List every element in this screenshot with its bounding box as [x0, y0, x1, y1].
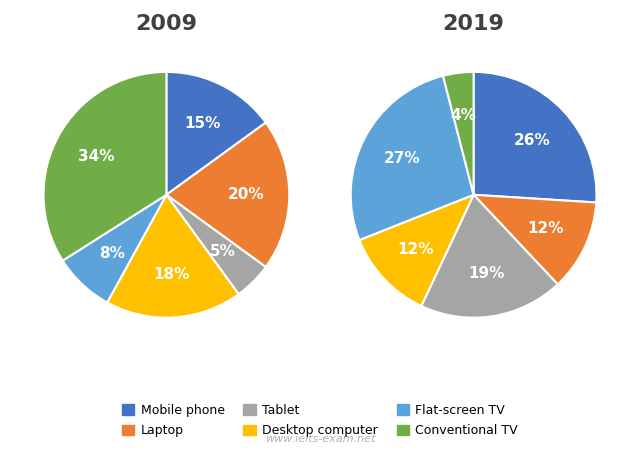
- Wedge shape: [44, 72, 166, 260]
- Wedge shape: [351, 76, 474, 240]
- Text: 26%: 26%: [513, 133, 550, 148]
- Wedge shape: [421, 195, 557, 318]
- Text: 8%: 8%: [99, 246, 125, 260]
- Text: 15%: 15%: [184, 116, 221, 131]
- Wedge shape: [474, 72, 596, 202]
- Text: 27%: 27%: [384, 151, 420, 166]
- Text: 12%: 12%: [527, 222, 564, 236]
- Wedge shape: [166, 72, 266, 195]
- Wedge shape: [443, 72, 474, 195]
- Text: 5%: 5%: [210, 244, 236, 259]
- Title: 2019: 2019: [443, 14, 504, 34]
- Wedge shape: [166, 195, 266, 294]
- Legend: Mobile phone, Laptop, Tablet, Desktop computer, Flat-screen TV, Conventional TV: Mobile phone, Laptop, Tablet, Desktop co…: [117, 399, 523, 442]
- Wedge shape: [474, 195, 596, 284]
- Wedge shape: [108, 195, 239, 318]
- Text: 18%: 18%: [153, 267, 189, 282]
- Text: 34%: 34%: [78, 149, 115, 164]
- Wedge shape: [63, 195, 166, 303]
- Text: 12%: 12%: [397, 242, 434, 257]
- Wedge shape: [166, 123, 289, 267]
- Title: 2009: 2009: [136, 14, 197, 34]
- Text: 4%: 4%: [451, 108, 477, 123]
- Text: 20%: 20%: [228, 187, 264, 202]
- Wedge shape: [359, 195, 474, 306]
- Text: www.ielts-exam.net: www.ielts-exam.net: [265, 434, 375, 444]
- Text: 19%: 19%: [468, 266, 504, 281]
